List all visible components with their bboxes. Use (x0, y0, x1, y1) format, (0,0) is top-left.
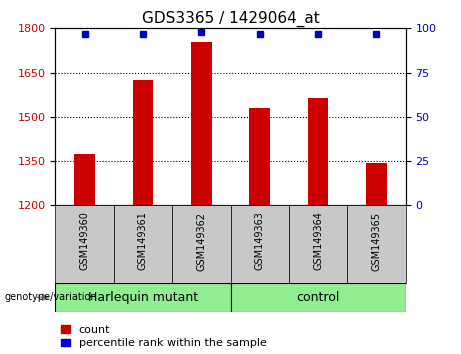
Bar (249, 108, 270, 205)
Bar (191, 42, 212, 205)
Text: GSM149360: GSM149360 (79, 212, 89, 270)
Bar (55, 283, 230, 312)
Bar (366, 162, 387, 205)
Bar (230, 283, 406, 312)
Bar (74, 154, 95, 205)
Text: Harlequin mutant: Harlequin mutant (88, 291, 198, 304)
Text: genotype/variation: genotype/variation (5, 292, 97, 302)
Text: control: control (296, 291, 340, 304)
Bar (230, 205, 289, 283)
Text: GSM149365: GSM149365 (372, 212, 382, 270)
Bar (172, 205, 230, 283)
Bar (347, 205, 406, 283)
Text: GSM149361: GSM149361 (138, 212, 148, 270)
Text: GSM149364: GSM149364 (313, 212, 323, 270)
Title: GDS3365 / 1429064_at: GDS3365 / 1429064_at (142, 11, 319, 27)
Bar (55, 205, 114, 283)
Legend: count, percentile rank within the sample: count, percentile rank within the sample (61, 325, 266, 348)
Text: GSM149363: GSM149363 (254, 212, 265, 270)
Bar (289, 205, 347, 283)
Bar (308, 98, 328, 205)
Text: GSM149362: GSM149362 (196, 212, 207, 270)
Bar (114, 205, 172, 283)
Bar (133, 80, 153, 205)
